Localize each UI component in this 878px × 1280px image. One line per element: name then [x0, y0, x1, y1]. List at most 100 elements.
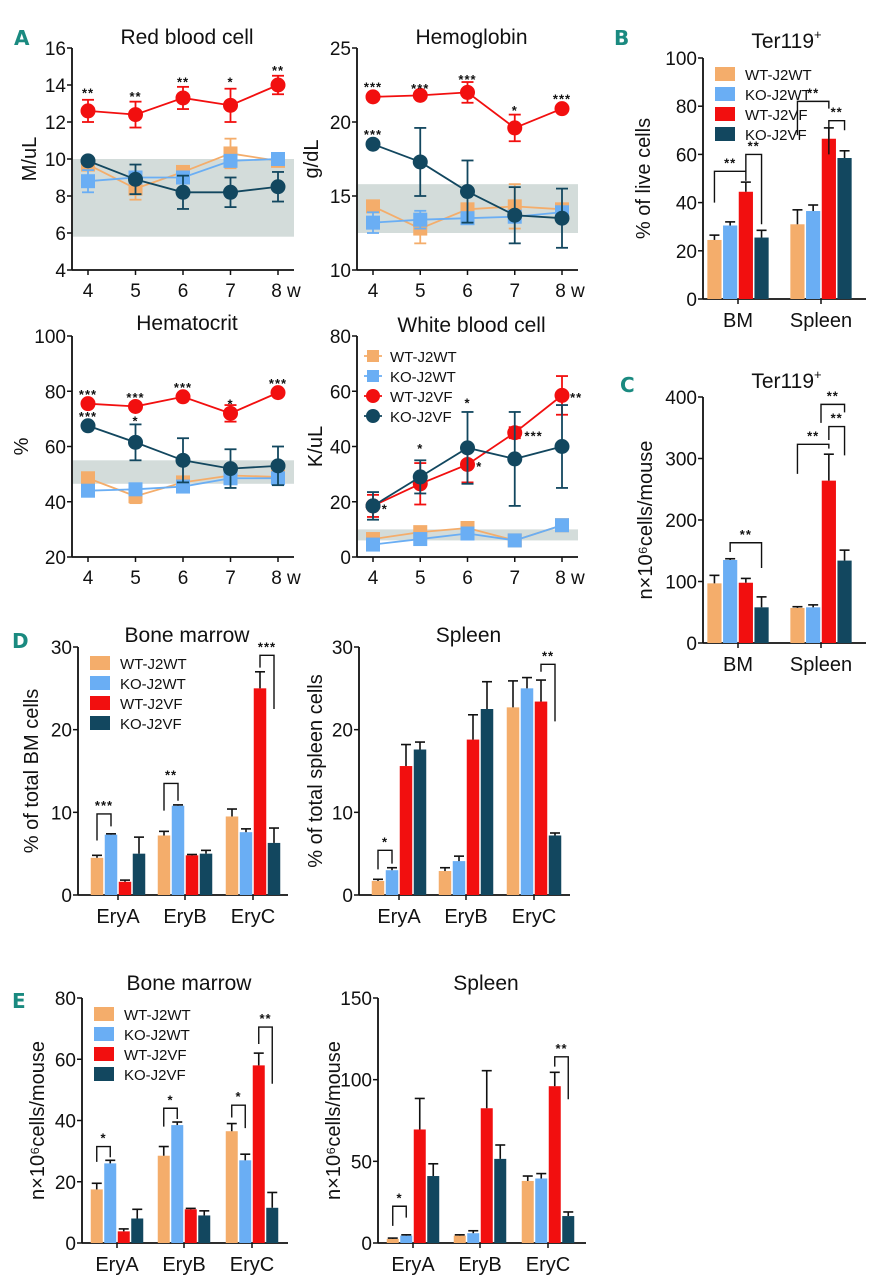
data-point-ko-j2wt	[366, 537, 380, 552]
bar-ko-j2wt	[467, 1233, 480, 1243]
significance-label: *	[476, 459, 482, 474]
data-point-ko-j2wt	[81, 483, 95, 498]
y-tick-label: 20	[55, 1173, 76, 1194]
bar-ko-j2wt	[171, 805, 185, 895]
significance-bracket	[96, 1145, 111, 1162]
bar-chart-d1: 0 10 20 30 Bone marrow % of total BM cells D Er…	[12, 624, 288, 928]
x-category-label: EryB	[162, 1254, 205, 1276]
panel-letter: E	[12, 989, 26, 1013]
legend-label: WT-J2WT	[120, 656, 187, 673]
significance-label: **	[724, 155, 736, 170]
legend-swatch	[94, 1007, 114, 1021]
significance-label: **	[165, 767, 177, 782]
significance-label: ***	[126, 390, 144, 405]
y-tick-label: 10	[51, 803, 72, 824]
significance-label: *	[382, 834, 388, 849]
significance-label: ***	[79, 387, 97, 402]
significance-bracket	[745, 153, 763, 225]
legend-label: WT-J2WT	[745, 67, 812, 84]
y-tick-label: 25	[330, 39, 351, 60]
legend-swatch	[715, 87, 735, 101]
y-tick-label: 10	[45, 150, 66, 171]
data-point-wt-j2vf	[554, 101, 570, 117]
data-point-ko-j2vf	[175, 184, 191, 200]
y-tick-label: 80	[45, 382, 66, 403]
bar-wt-j2wt	[157, 1155, 170, 1243]
data-point-ko-j2vf	[223, 461, 238, 477]
significance-label: ***	[525, 428, 543, 443]
data-point-wt-j2vf	[128, 107, 143, 123]
bar-wt-j2wt	[386, 1238, 399, 1243]
x-tick-label: 6	[462, 568, 473, 589]
bar-wt-j2wt	[790, 224, 805, 299]
data-point-ko-j2wt	[128, 482, 143, 497]
y-tick-label: 40	[45, 493, 66, 514]
bar-ko-j2vf	[427, 1176, 440, 1243]
panel-letter: A	[14, 26, 30, 50]
bar-ko-j2vf	[548, 835, 562, 895]
y-tick-label: 100	[665, 49, 697, 70]
x-tick-label: 5	[415, 568, 426, 589]
y-tick-label: 80	[330, 327, 351, 348]
legend-label: KO-J2VF	[745, 127, 807, 144]
legend-swatch	[94, 1047, 114, 1061]
y-tick-label: 20	[45, 548, 66, 569]
significance-label: **	[831, 411, 843, 426]
data-point-wt-j2vf	[80, 103, 96, 119]
legend-swatch	[90, 676, 110, 690]
x-tick-label: 6	[178, 568, 189, 589]
bar-ko-j2vf	[754, 607, 769, 643]
significance-label: **	[740, 527, 752, 542]
y-axis-label: K/uL	[305, 426, 327, 467]
x-category-label: EryC	[231, 906, 275, 928]
y-tick-label: 0	[65, 1234, 76, 1255]
y-axis-label: n×10⁶cells/mouse	[27, 1041, 49, 1200]
y-tick-label: 200	[665, 511, 697, 532]
x-tick-label: 8 w	[271, 281, 301, 302]
x-category-label: EryC	[512, 906, 556, 928]
bar-wt-j2vf	[821, 480, 836, 643]
significance-bracket	[828, 119, 846, 155]
y-tick-label: 20	[332, 721, 353, 742]
legend-swatch	[715, 107, 735, 121]
significance-label: ***	[269, 376, 287, 391]
bar-ko-j2wt	[520, 688, 534, 895]
bar-ko-j2wt	[535, 1178, 548, 1243]
legend-marker	[367, 370, 379, 382]
significance-label: **	[748, 138, 760, 153]
y-tick-label: 40	[676, 194, 697, 215]
bar-ko-j2vf	[131, 1218, 144, 1243]
chart-title: Hemoglobin	[415, 26, 527, 49]
y-tick-label: 100	[34, 327, 66, 348]
data-point-wt-j2wt	[366, 199, 380, 214]
significance-label: ***	[411, 81, 429, 96]
bar-wt-j2vf	[466, 739, 480, 895]
significance-label: **	[259, 1011, 271, 1026]
y-tick-label: 0	[342, 886, 353, 907]
y-tick-label: 300	[665, 450, 697, 471]
legend-marker	[367, 350, 379, 362]
significance-label: *	[132, 413, 138, 428]
significance-bracket	[231, 1104, 246, 1129]
x-tick-label: 6	[462, 281, 473, 302]
data-point-wt-j2vf	[270, 385, 286, 401]
significance-label: **	[807, 428, 819, 443]
bar-chart-e1: 0 20 40 60 80 Bone marrow n×10⁶cells/mouse E Ery…	[12, 972, 288, 1276]
data-point-ko-j2vf	[128, 171, 143, 187]
data-point-ko-j2wt	[460, 526, 475, 541]
significance-label: *	[512, 103, 518, 118]
significance-label: **	[831, 105, 843, 120]
bar-ko-j2vf	[198, 1215, 211, 1243]
bar-ko-j2wt	[104, 834, 118, 895]
x-tick-label: 8 w	[555, 281, 585, 302]
y-tick-label: 0	[686, 634, 697, 655]
y-tick-label: 10	[332, 803, 353, 824]
significance-label: **	[555, 1041, 567, 1056]
data-point-ko-j2wt	[507, 533, 522, 548]
chart-title: Red blood cell	[120, 26, 253, 49]
data-point-ko-j2vf	[412, 469, 428, 485]
data-point-ko-j2wt	[555, 518, 569, 533]
